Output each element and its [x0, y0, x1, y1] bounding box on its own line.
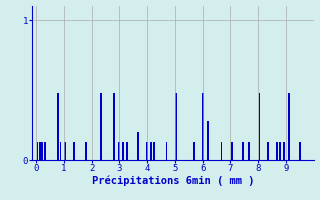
Bar [146, 142, 148, 160]
Bar [288, 93, 290, 160]
Bar [267, 142, 269, 160]
Bar [220, 142, 222, 160]
Bar [39, 142, 41, 160]
Bar [85, 142, 87, 160]
Bar [166, 142, 167, 160]
Bar [57, 93, 59, 160]
Bar [118, 142, 120, 160]
Bar [207, 121, 209, 160]
Bar [279, 142, 281, 160]
Bar [64, 142, 66, 160]
Bar [73, 142, 75, 160]
X-axis label: Précipitations 6min ( mm ): Précipitations 6min ( mm ) [92, 176, 254, 186]
Bar [154, 142, 155, 160]
Bar [150, 142, 152, 160]
Bar [283, 142, 285, 160]
Bar [113, 93, 115, 160]
Bar [231, 142, 233, 160]
Bar [299, 142, 300, 160]
Bar [242, 142, 244, 160]
Bar [60, 142, 61, 160]
Bar [44, 142, 46, 160]
Bar [193, 142, 195, 160]
Bar [276, 142, 278, 160]
Bar [175, 93, 177, 160]
Bar [37, 142, 38, 160]
Bar [41, 142, 43, 160]
Bar [202, 93, 204, 160]
Bar [248, 142, 250, 160]
Bar [100, 93, 102, 160]
Bar [259, 93, 260, 160]
Bar [137, 132, 139, 160]
Bar [126, 142, 127, 160]
Bar [122, 142, 124, 160]
